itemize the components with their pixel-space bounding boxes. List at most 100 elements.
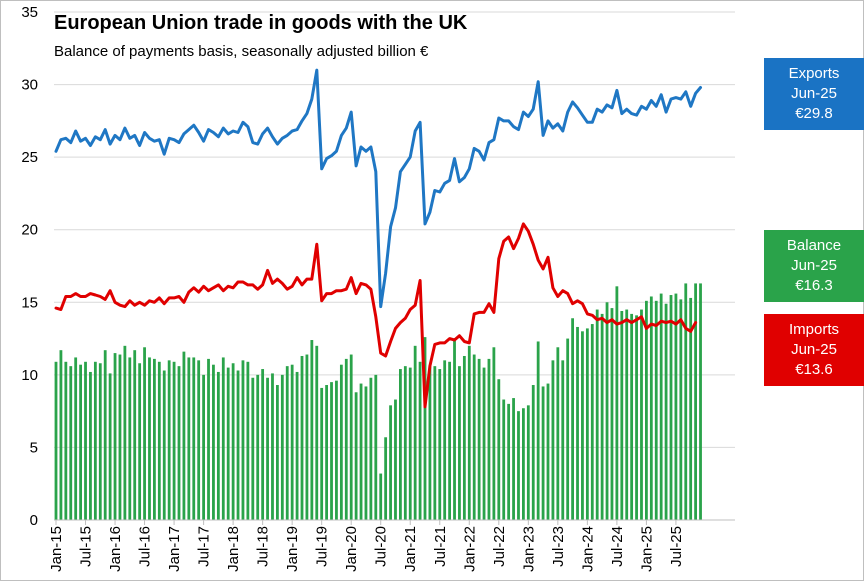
balance-bar xyxy=(167,360,171,520)
balance-bar xyxy=(226,367,230,520)
balance-bar xyxy=(143,347,146,520)
balance-bar xyxy=(679,299,683,520)
balance-bar xyxy=(497,379,501,520)
balance-bar xyxy=(659,293,663,520)
balance-bar xyxy=(413,345,417,520)
balance-bar xyxy=(148,357,151,520)
balance-bar xyxy=(182,351,186,520)
balance-bar xyxy=(399,369,402,520)
balance-bar xyxy=(423,337,427,520)
balance-bar xyxy=(192,357,196,520)
balance-bar xyxy=(153,358,156,520)
balance-bar xyxy=(108,373,112,520)
balance-bars xyxy=(54,283,702,520)
balance-bar xyxy=(349,354,353,520)
balance-bar xyxy=(295,371,299,520)
balance-bar xyxy=(197,360,201,520)
balance-callout: Balance Jun-25 €16.3 xyxy=(764,230,864,302)
balance-bar xyxy=(605,302,609,520)
balance-bar xyxy=(54,361,58,520)
x-tick-label: Jan-23 xyxy=(520,526,537,572)
balance-bar xyxy=(453,338,456,520)
balance-bar xyxy=(615,286,619,520)
balance-bar xyxy=(266,377,269,520)
balance-bar xyxy=(458,366,461,520)
balance-bar xyxy=(354,392,358,520)
balance-bar xyxy=(369,377,373,520)
x-tick-label: Jan-19 xyxy=(284,526,301,572)
balance-bar xyxy=(428,366,432,520)
y-tick-label: 5 xyxy=(30,439,38,456)
balance-bar xyxy=(157,361,161,520)
imports-callout-date: Jun-25 xyxy=(791,341,837,358)
balance-bar xyxy=(113,353,117,520)
balance-bar xyxy=(89,371,92,520)
x-tick-label: Jan-18 xyxy=(225,526,242,572)
balance-bar xyxy=(339,364,343,520)
exports-callout-value: €29.8 xyxy=(795,105,833,122)
x-tick-label: Jul-20 xyxy=(373,526,390,567)
balance-bar xyxy=(251,377,255,520)
balance-bar xyxy=(241,360,245,520)
balance-bar xyxy=(635,315,638,520)
balance-bar xyxy=(531,385,535,520)
balance-bar xyxy=(467,345,471,520)
balance-bar xyxy=(517,411,520,520)
balance-bar xyxy=(581,331,584,520)
balance-bar xyxy=(325,385,328,520)
balance-callout-date: Jun-25 xyxy=(791,257,837,274)
exports-callout: Exports Jun-25 €29.8 xyxy=(764,58,864,130)
balance-bar xyxy=(285,366,289,520)
exports-callout-name: Exports xyxy=(788,65,840,82)
balance-bar xyxy=(276,385,279,520)
series-lines xyxy=(54,68,702,409)
balance-bar xyxy=(482,367,486,520)
y-tick-label: 15 xyxy=(21,294,38,311)
x-tick-label: Jul-23 xyxy=(550,526,567,567)
y-tick-label: 35 xyxy=(21,4,38,21)
balance-bar xyxy=(487,358,491,520)
balance-bar xyxy=(172,361,176,520)
balance-bar xyxy=(79,364,82,520)
x-tick-label: Jul-18 xyxy=(255,526,272,567)
balance-bar xyxy=(59,350,63,520)
balance-bar xyxy=(187,357,191,520)
balance-bar xyxy=(630,313,634,520)
y-tick-label: 25 xyxy=(21,149,38,166)
balance-bar xyxy=(595,309,599,520)
balance-bar xyxy=(389,405,392,520)
chart-title: European Union trade in goods with the U… xyxy=(54,12,468,34)
axes: 0 5 10 15 20 25 30 35 Jan-15 Jul-15 Jan-16 Jul-16 Ja… xyxy=(21,4,735,572)
balance-callout-value: €16.3 xyxy=(795,277,833,294)
balance-bar xyxy=(300,355,304,520)
balance-bar xyxy=(98,363,102,520)
x-tick-label: Jan-16 xyxy=(107,526,124,572)
y-tick-label: 0 xyxy=(30,512,38,529)
balance-bar xyxy=(640,309,643,520)
balance-bar xyxy=(256,374,260,520)
balance-callout-name: Balance xyxy=(786,237,842,254)
balance-bar xyxy=(271,373,274,520)
balance-bar xyxy=(162,370,166,520)
balance-bar xyxy=(610,308,614,520)
balance-bar xyxy=(556,347,560,520)
balance-bar xyxy=(492,347,496,520)
balance-bar xyxy=(212,364,215,520)
balance-bar xyxy=(315,345,319,520)
balance-bar xyxy=(374,374,378,520)
x-tick-label: Jan-15 xyxy=(48,526,65,572)
balance-bar xyxy=(699,283,702,520)
y-tick-label: 30 xyxy=(21,77,38,94)
balance-bar xyxy=(571,318,574,520)
balance-bar xyxy=(74,357,78,520)
balance-bar xyxy=(408,367,412,520)
balance-bar xyxy=(620,310,624,520)
imports-callout-name: Imports xyxy=(788,321,839,338)
balance-bar xyxy=(541,386,545,520)
balance-bar xyxy=(84,361,87,520)
balance-bar xyxy=(433,366,437,520)
balance-bar xyxy=(216,371,220,520)
balance-bar xyxy=(138,363,142,520)
x-tick-label: Jul-19 xyxy=(314,526,331,567)
